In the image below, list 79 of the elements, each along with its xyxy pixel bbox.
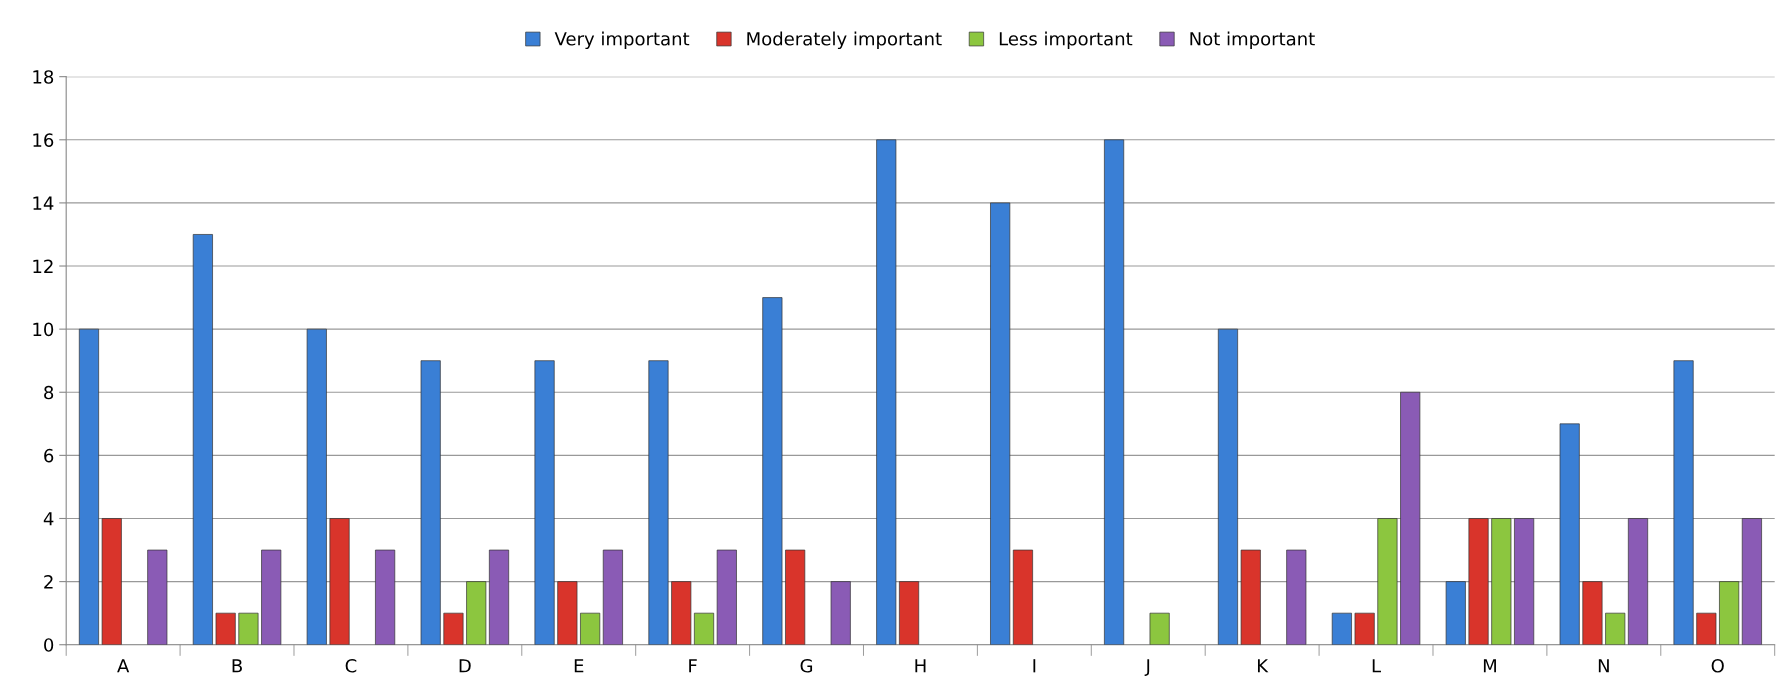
- bar: [147, 549, 168, 645]
- bar: [1445, 581, 1466, 645]
- legend-label: Moderately important: [747, 31, 942, 50]
- bar: [1012, 549, 1033, 645]
- legend-label: Very important: [554, 31, 690, 50]
- bar: [580, 612, 601, 645]
- y-tick-label: 14: [33, 196, 54, 210]
- x-tick-label: D: [459, 659, 471, 673]
- bar: [1240, 549, 1261, 645]
- x-tick-label: B: [232, 659, 242, 673]
- bar: [1104, 139, 1125, 645]
- bar: [1491, 518, 1512, 645]
- x-tick-label: A: [117, 659, 130, 673]
- y-tick-label: 10: [33, 322, 54, 337]
- bar: [899, 581, 920, 645]
- bar: [1605, 612, 1626, 645]
- bar: [557, 581, 578, 645]
- bar: [990, 202, 1011, 645]
- bar: [602, 549, 623, 645]
- bar: [238, 612, 259, 645]
- y-tick-label: 16: [33, 133, 54, 147]
- bar: [443, 612, 464, 645]
- bar: [215, 612, 236, 645]
- bar: [785, 549, 806, 645]
- bar: [1331, 612, 1352, 645]
- x-tick-label: L: [1372, 659, 1381, 673]
- bar: [1582, 581, 1603, 645]
- y-tick-label: 12: [33, 259, 53, 273]
- y-tick-label: 6: [44, 448, 54, 463]
- bar: [375, 549, 396, 645]
- bar: [261, 549, 282, 645]
- bar: [1354, 612, 1375, 645]
- bar: [466, 581, 487, 645]
- x-tick-label: O: [1711, 658, 1724, 673]
- y-tick-label: 18: [33, 70, 54, 84]
- bar: [420, 360, 441, 645]
- x-tick-label: K: [1257, 659, 1269, 673]
- y-tick-label: 0: [44, 638, 54, 652]
- bar: [1149, 612, 1170, 645]
- bar: [1377, 518, 1398, 645]
- y-tick-label: 4: [43, 512, 54, 526]
- bar: [716, 549, 737, 645]
- bar: [101, 518, 122, 645]
- bar: [1719, 581, 1740, 645]
- bar: [1696, 612, 1717, 645]
- bar: [694, 612, 715, 645]
- bar: [671, 581, 692, 645]
- bar: [1217, 328, 1238, 645]
- x-tick-label: H: [915, 659, 926, 673]
- bar: [876, 139, 897, 645]
- bar: [1559, 423, 1580, 645]
- bar: [306, 328, 327, 645]
- bar: [830, 581, 851, 645]
- bar: [1514, 518, 1535, 645]
- x-tick-label: E: [574, 659, 584, 673]
- bar: [1627, 518, 1649, 645]
- bar: [192, 234, 213, 645]
- bar: [648, 360, 669, 645]
- x-tick-label: I: [1033, 659, 1036, 673]
- x-tick-label: C: [345, 658, 357, 673]
- legend-label: Not important: [1190, 31, 1315, 50]
- bar: [488, 549, 510, 645]
- bar: [329, 518, 350, 645]
- y-tick-label: 8: [44, 385, 54, 400]
- bar: [78, 328, 99, 645]
- bar: [534, 360, 555, 645]
- x-tick-label: M: [1483, 659, 1496, 673]
- bar: [1286, 549, 1307, 645]
- legend-label: Less important: [999, 31, 1133, 50]
- bar: [1741, 518, 1762, 645]
- x-tick-label: G: [800, 658, 813, 673]
- x-tick-label: F: [689, 659, 697, 673]
- y-tick-label: 2: [44, 575, 53, 589]
- bar: [762, 297, 783, 645]
- bar: [1400, 391, 1421, 645]
- x-tick-label: J: [1144, 659, 1150, 676]
- bar: [1673, 360, 1694, 645]
- bar: [1468, 518, 1489, 645]
- x-tick-label: N: [1598, 659, 1609, 673]
